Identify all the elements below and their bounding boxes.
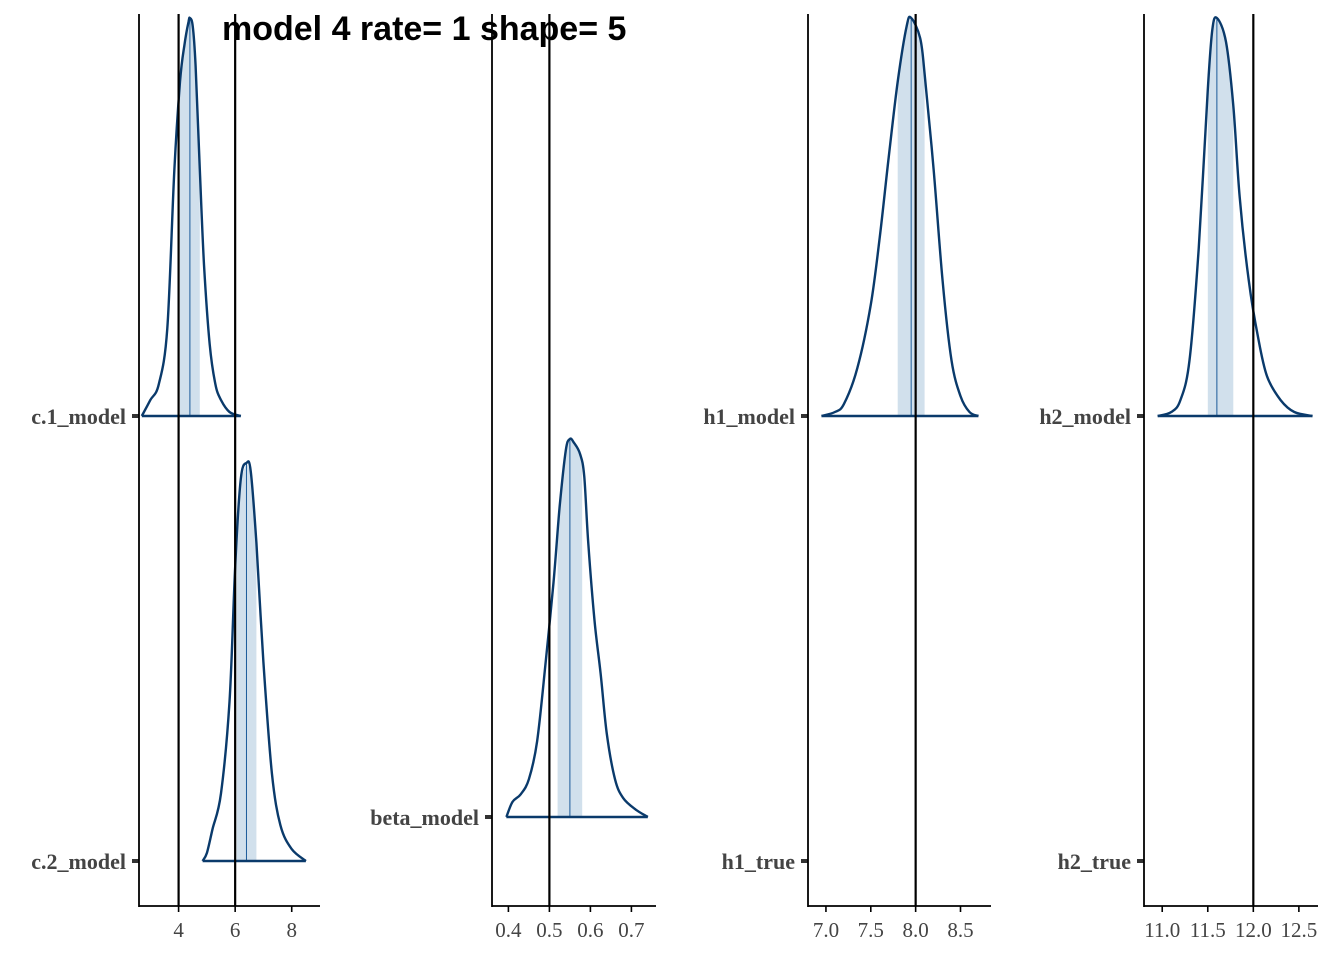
- panel-4: h2_model h2_true 11.0 11.5 12.0 12.5: [1039, 14, 1318, 942]
- xtick-label: 4: [173, 918, 184, 942]
- ridge-c.2_model: [201, 460, 307, 863]
- xtick-label: 0.7: [618, 918, 644, 942]
- density-curve-c.1_model: [140, 16, 242, 418]
- xtick-label: 8.5: [947, 918, 973, 942]
- ylabel-h2_model: h2_model: [1039, 404, 1131, 429]
- ridge-c.1_model: [140, 16, 242, 418]
- xtick-label: 7.5: [858, 918, 884, 942]
- ridge-h1_model: [821, 15, 979, 418]
- ylabel-h1_true: h1_true: [722, 849, 796, 874]
- panel-1: c.1_model c.2_model 4 6 8: [31, 14, 320, 942]
- xtick-label: 11.5: [1190, 918, 1226, 942]
- ridge-beta_model: [505, 437, 649, 819]
- interval-fill-h2_model: [1207, 18, 1234, 416]
- ylabel-beta_model: beta_model: [370, 805, 479, 830]
- density-curve-h1_model: [821, 15, 979, 418]
- figure-title: model 4 rate= 1 shape= 5: [222, 10, 626, 48]
- xtick-label: 8.0: [903, 918, 929, 942]
- panel-3: h1_model h1_true 7.0 7.5 8.0 8.5: [703, 14, 991, 942]
- ylabel-c.1_model: c.1_model: [31, 404, 126, 429]
- xtick-label: 8: [286, 918, 297, 942]
- density-curve-h2_model: [1157, 16, 1313, 418]
- xtick-label: 0.4: [495, 918, 522, 942]
- ridge-h2_model: [1157, 16, 1313, 418]
- ylabel-h2_true: h2_true: [1058, 849, 1132, 874]
- ylabel-h1_model: h1_model: [703, 404, 795, 429]
- density-curve-beta_model: [505, 437, 649, 819]
- xtick-label: 0.6: [577, 918, 603, 942]
- xtick-label: 6: [230, 918, 241, 942]
- density-curve-c.2_model: [201, 460, 307, 862]
- xtick-label: 12.5: [1280, 918, 1317, 942]
- xtick-label: 0.5: [536, 918, 562, 942]
- xtick-label: 12.0: [1235, 918, 1272, 942]
- xtick-label: 7.0: [813, 918, 839, 942]
- panel-2: beta_model 0.4 0.5 0.6 0.7: [370, 14, 656, 942]
- xtick-label: 11.0: [1144, 918, 1180, 942]
- ylabel-c.2_model: c.2_model: [31, 849, 126, 874]
